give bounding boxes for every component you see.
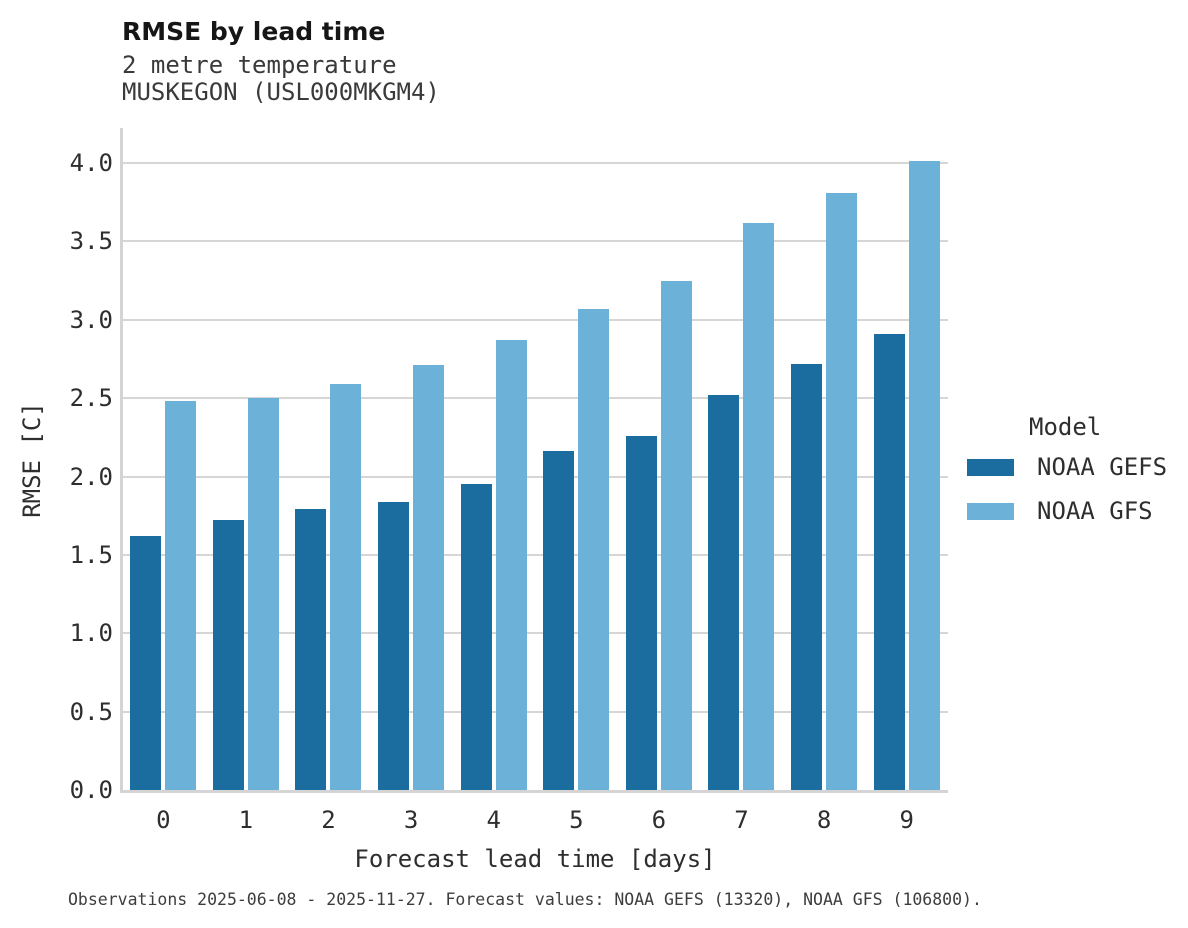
gridline-3.5 xyxy=(122,240,948,243)
bar-group-lead-9 xyxy=(865,128,948,790)
y-axis-spine xyxy=(120,128,123,793)
bar-noaa-gefs-lead-6 xyxy=(625,435,657,790)
y-tick-label-1.0: 1.0 xyxy=(69,619,113,648)
bar-group-lead-1 xyxy=(205,128,288,790)
bar-noaa-gfs-lead-3 xyxy=(413,365,445,790)
bar-group-lead-6 xyxy=(618,128,701,790)
caption: Observations 2025-06-08 - 2025-11-27. Fo… xyxy=(68,890,982,909)
x-tick-label-3: 3 xyxy=(403,806,419,834)
x-tick-label-5: 5 xyxy=(569,806,584,834)
bar-noaa-gfs-lead-6 xyxy=(660,280,692,790)
gridline-2.5 xyxy=(122,397,948,400)
bar-noaa-gfs-lead-4 xyxy=(495,340,527,790)
bar-group-lead-8 xyxy=(783,128,866,790)
gridline-2.0 xyxy=(122,475,948,478)
x-tick-label-1: 1 xyxy=(238,806,254,834)
bar-group-lead-7 xyxy=(700,128,783,790)
x-tick-label-4: 4 xyxy=(486,806,501,834)
bar-noaa-gefs-lead-1 xyxy=(212,520,244,790)
y-tick-label-3.5: 3.5 xyxy=(69,227,113,256)
legend-entry-noaa-gefs: NOAA GEFS xyxy=(967,454,1188,480)
bar-noaa-gefs-lead-9 xyxy=(873,333,905,790)
gridline-0.5 xyxy=(122,710,948,713)
bar-noaa-gefs-lead-8 xyxy=(791,363,823,790)
bar-noaa-gefs-lead-5 xyxy=(543,451,575,790)
y-tick-label-0.5: 0.5 xyxy=(69,697,113,726)
bar-noaa-gefs-lead-3 xyxy=(378,501,410,790)
chart-subtitle-line1: 2 metre temperature xyxy=(122,51,397,79)
y-tick-label-2.5: 2.5 xyxy=(69,384,113,413)
gridline-1.5 xyxy=(122,553,948,556)
legend-label: NOAA GFS xyxy=(1037,497,1153,525)
legend-entries: NOAA GEFS NOAA GFS xyxy=(955,454,1188,524)
bar-group-lead-4 xyxy=(452,128,535,790)
bar-noaa-gefs-lead-0 xyxy=(130,536,162,790)
y-tick-label-3.0: 3.0 xyxy=(69,305,113,334)
x-tick-label-8: 8 xyxy=(816,806,832,834)
gridline-1.0 xyxy=(122,632,948,635)
x-tick-label-7: 7 xyxy=(734,806,749,834)
x-tick-label-2: 2 xyxy=(321,806,336,834)
y-tick-label-1.5: 1.5 xyxy=(69,540,113,569)
bar-noaa-gfs-lead-2 xyxy=(330,384,362,790)
bar-group-lead-0 xyxy=(122,128,205,790)
x-axis-title: Forecast lead time [days] xyxy=(354,845,716,873)
chart-subtitle-line2: MUSKEGON (USL000MKGM4) xyxy=(122,78,440,106)
x-tick-label-0: 0 xyxy=(156,806,171,834)
gridline-4.0 xyxy=(122,162,948,164)
y-tick-label-4.0: 4.0 xyxy=(69,149,113,177)
plot-area xyxy=(122,128,948,790)
x-tick-label-6: 6 xyxy=(651,806,667,834)
bar-group-lead-3 xyxy=(370,128,453,790)
bar-noaa-gfs-lead-5 xyxy=(578,308,610,790)
bar-noaa-gefs-lead-2 xyxy=(295,509,327,790)
x-axis-spine xyxy=(120,790,948,793)
y-tick-label-0.0: 0.0 xyxy=(69,776,113,804)
x-tick-label-9: 9 xyxy=(899,806,914,834)
bar-noaa-gefs-lead-4 xyxy=(460,484,492,790)
legend-swatch xyxy=(967,502,1014,520)
legend: Model NOAA GEFS NOAA GFS xyxy=(955,413,1188,524)
bar-noaa-gfs-lead-8 xyxy=(826,192,858,790)
y-tick-label-2.0: 2.0 xyxy=(69,462,113,491)
bar-noaa-gfs-lead-0 xyxy=(165,401,197,790)
bar-noaa-gfs-lead-1 xyxy=(247,398,279,790)
gridline-3.0 xyxy=(122,318,948,321)
bar-group-lead-2 xyxy=(287,128,370,790)
bar-group-lead-5 xyxy=(535,128,618,790)
legend-entry-noaa-gfs: NOAA GFS xyxy=(967,498,1188,524)
legend-title: Model xyxy=(1029,413,1102,441)
bar-noaa-gefs-lead-7 xyxy=(708,395,740,790)
bar-noaa-gfs-lead-9 xyxy=(908,161,940,790)
chart-header: RMSE by lead time 2 metre temperature MU… xyxy=(122,17,440,106)
bar-noaa-gfs-lead-7 xyxy=(743,222,775,790)
x-axis-ticks: 0 1 2 3 4 5 6 7 8 9 xyxy=(122,806,948,836)
legend-label: NOAA GEFS xyxy=(1037,453,1168,481)
chart-title: RMSE by lead time xyxy=(122,17,386,46)
y-axis-ticks: 0.0 0.5 1.0 1.5 2.0 2.5 3.0 3.5 4.0 xyxy=(0,128,113,818)
legend-swatch xyxy=(967,458,1014,476)
